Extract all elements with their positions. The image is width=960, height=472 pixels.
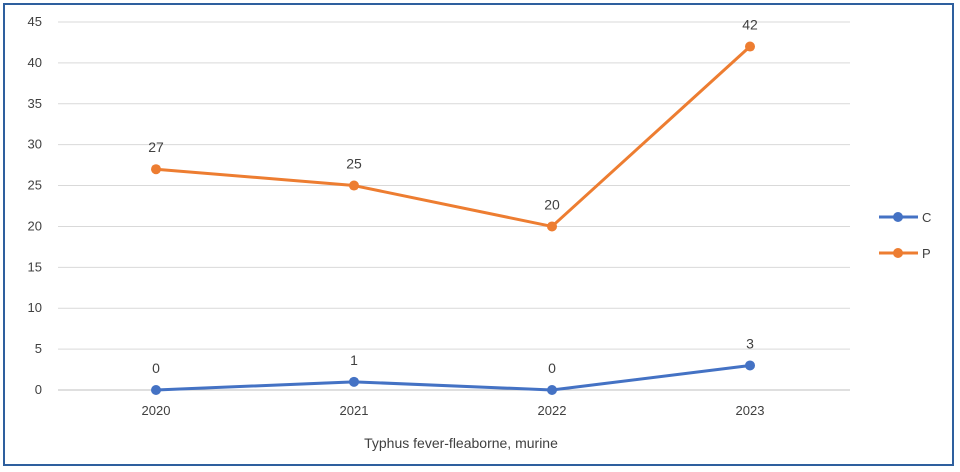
y-tick-label: 15 (28, 259, 42, 274)
data-point-P (349, 180, 359, 191)
series-group (151, 41, 755, 395)
y-tick-label: 20 (28, 218, 42, 233)
data-point-P (151, 164, 161, 175)
data-label-P: 27 (148, 139, 164, 155)
x-tick-label: 2020 (142, 403, 171, 418)
y-axis-ticks: 0 5 10 15 20 25 30 35 40 45 (28, 14, 42, 397)
y-tick-label: 40 (28, 55, 42, 70)
y-tick-label: 30 (28, 137, 42, 152)
x-tick-label: 2022 (538, 403, 567, 418)
x-axis-ticks: 2020 2021 2022 2023 (142, 403, 765, 418)
data-point-P (547, 221, 557, 232)
legend-label-P: P (922, 246, 931, 261)
x-tick-label: 2023 (736, 403, 765, 418)
legend: CP (879, 210, 931, 261)
x-tick-label: 2021 (340, 403, 369, 418)
data-point-P (745, 41, 755, 52)
y-tick-label: 25 (28, 178, 42, 193)
data-label-C: 0 (152, 360, 160, 376)
data-point-C (349, 376, 359, 387)
data-label-P: 25 (346, 156, 362, 172)
data-point-C (745, 360, 755, 371)
data-label-C: 3 (746, 335, 754, 351)
data-label-P: 20 (544, 196, 560, 212)
legend-marker-P (893, 248, 903, 258)
y-tick-label: 10 (28, 300, 42, 315)
data-labels: 0 1 0 3 27 25 20 42 (148, 17, 758, 376)
legend-label-C: C (922, 210, 931, 225)
y-tick-label: 35 (28, 96, 42, 111)
y-tick-label: 0 (35, 382, 42, 397)
x-axis-title: Typhus fever-fleaborne, murine (364, 435, 558, 451)
data-label-C: 1 (350, 352, 358, 368)
data-point-C (547, 385, 557, 395)
series-line-C (154, 363, 752, 392)
y-tick-label: 5 (35, 341, 42, 356)
y-tick-label: 45 (28, 14, 42, 29)
legend-marker-C (893, 212, 903, 222)
data-point-C (151, 385, 161, 395)
data-label-C: 0 (548, 360, 556, 376)
series-line-P (154, 45, 752, 228)
data-label-P: 42 (742, 17, 758, 33)
